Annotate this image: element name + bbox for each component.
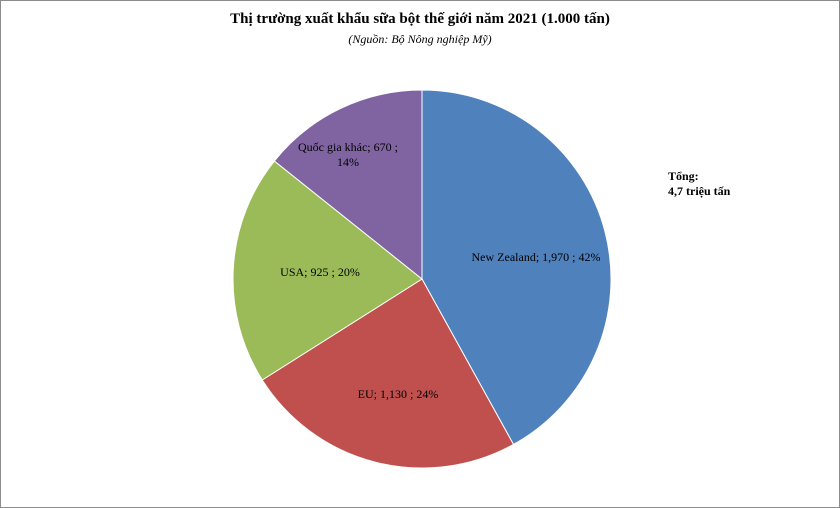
total-annotation-line1: Tổng: [668,169,699,183]
pie-slice-quoc-gia-khac [273,89,423,281]
total-annotation-line2: 4,7 triệu tấn [668,184,731,198]
chart-subtitle: (Nguồn: Bộ Nông nghiệp Mỹ) [348,32,492,46]
data-label-new-zealand: New Zealand; 1,970 ; 42% [472,250,601,264]
chart-title: Thị trường xuất khẩu sữa bột thế giới nă… [230,11,610,27]
pie-slice-new-zealand [421,89,612,446]
data-label-eu: EU; 1,130 ; 24% [358,387,439,401]
pie-slice-eu [261,278,515,469]
total-annotation: Tổng: 4,7 triệu tấn [668,169,730,199]
pie-slice-usa [232,160,423,381]
data-label-quoc-gia-khac: Quốc gia khác; 670 ; 14% [298,140,398,169]
data-label-usa: USA; 925 ; 20% [280,265,360,279]
